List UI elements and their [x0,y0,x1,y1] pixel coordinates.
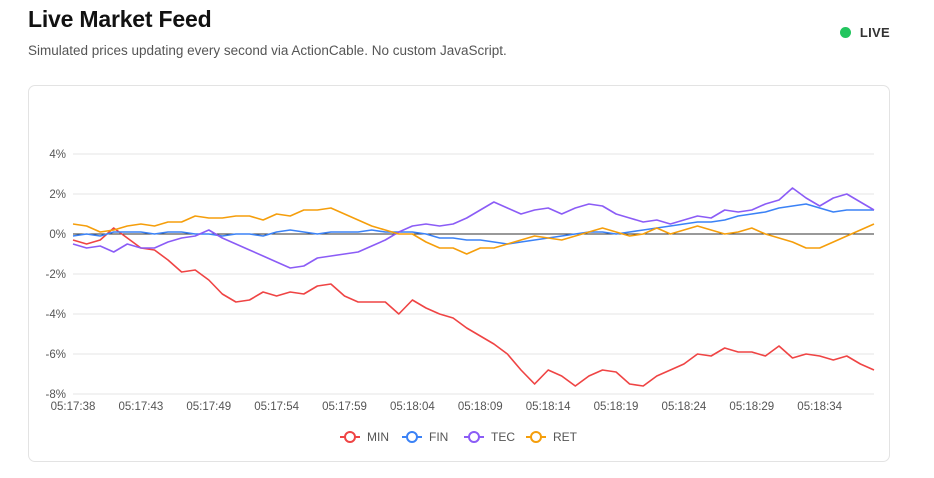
live-status-indicator: LIVE [839,25,890,40]
y-tick-label: 0% [49,229,66,241]
y-tick-label: -6% [46,349,66,361]
x-tick-label: 05:18:29 [729,401,774,413]
chart-card: 4% 2% 0% -2% -4% -6% -8% 05:17:38 05:17:43 05:17… [28,85,890,462]
x-tick-label: 05:17:54 [254,401,299,413]
legend-label: FIN [429,430,448,444]
x-tick-label: 05:18:19 [594,401,639,413]
legend-item-ret[interactable]: RET [526,430,578,444]
x-tick-label: 05:18:04 [390,401,435,413]
legend-item-fin[interactable]: FIN [402,430,448,444]
y-axis-ticks: 4% 2% 0% -2% -4% -6% -8% [46,149,66,401]
live-label: LIVE [859,25,890,40]
price-chart: 4%2%0%-2%-4%-6%-8% 05:17:38 05:17:43 05:17… [46,149,875,444]
legend-label: RET [553,430,578,444]
legend-swatch-marker [530,431,542,443]
y-grid [73,153,874,395]
live-dot-icon [839,27,851,38]
series-line-min [72,227,875,387]
x-tick-label: 05:17:43 [118,401,163,413]
x-tick-label: 05:17:49 [186,401,231,413]
series-lines [72,187,875,387]
y-tick-label: 4% [49,149,66,161]
page-subtitle: Simulated prices updating every second v… [28,43,507,58]
x-tick-label: 05:18:34 [797,401,842,413]
legend-item-tec[interactable]: TEC [464,430,515,444]
y-tick-label: -4% [46,309,66,321]
y-tick-label: -2% [46,269,66,281]
legend: MIN FIN TEC RET [340,430,578,444]
page-title: Live Market Feed [28,6,212,32]
x-tick-label: 05:17:59 [322,401,367,413]
series-line-tec [72,187,875,269]
series-line-ret [72,207,875,255]
legend-label: TEC [491,430,515,444]
legend-swatch-marker [468,431,480,443]
legend-swatch-marker [344,431,356,443]
x-tick-label: 05:18:24 [662,401,707,413]
y-tick-label: 2% [49,189,66,201]
x-tick-label: 05:18:09 [458,401,503,413]
legend-swatch-marker [406,431,418,443]
legend-label: MIN [367,430,389,444]
x-tick-label: 05:17:38 [51,401,96,413]
y-tick-label: -8% [46,389,66,401]
x-axis-ticks: 05:17:38 05:17:43 05:17:49 05:17:54 05:17:59… [51,401,843,413]
legend-item-min[interactable]: MIN [340,430,389,444]
x-tick-label: 05:18:14 [526,401,571,413]
series-line-fin [72,203,874,245]
